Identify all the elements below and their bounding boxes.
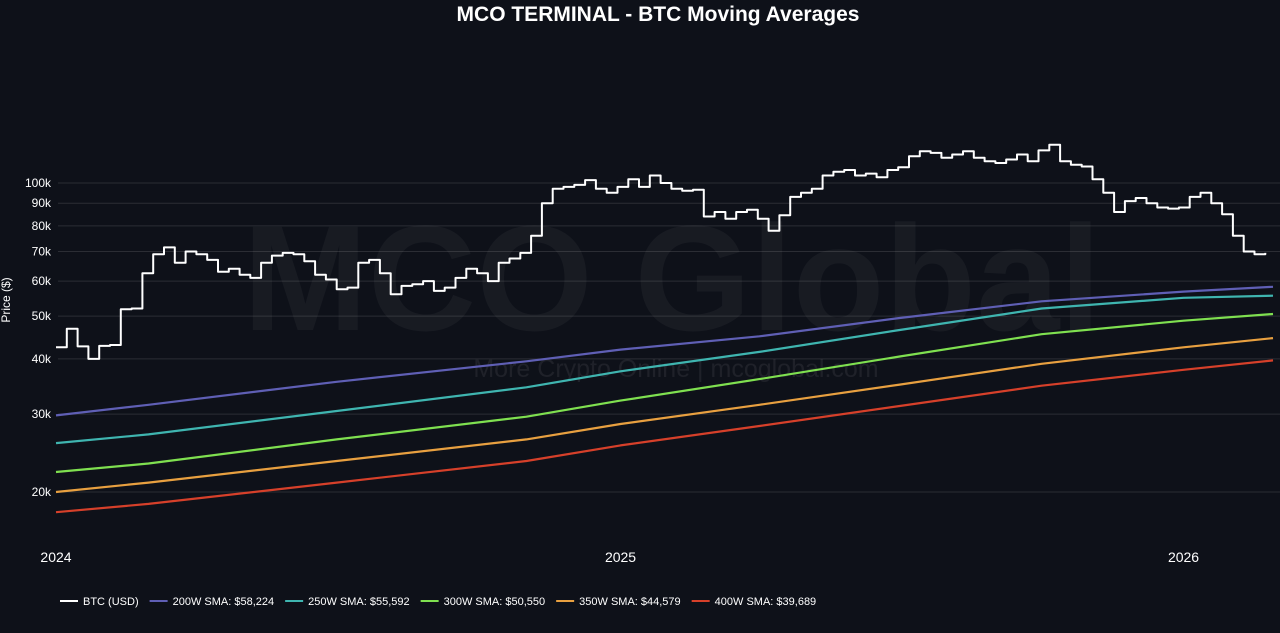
y-tick-label: 20k xyxy=(32,485,52,499)
watermark-main: MCO Global xyxy=(243,194,1101,362)
y-tick-label: 30k xyxy=(32,407,52,421)
legend-item-250w-sma[interactable]: 250W SMA: $55,592 xyxy=(285,596,410,608)
y-axis-label: Price ($) xyxy=(0,277,13,322)
y-tick-label: 80k xyxy=(32,219,52,233)
legend-item-350w-sma[interactable]: 350W SMA: $44,579 xyxy=(556,596,681,608)
y-tick-label: 70k xyxy=(32,244,52,258)
y-tick-label: 50k xyxy=(32,309,52,323)
legend-label: 400W SMA: $39,689 xyxy=(715,596,817,608)
legend-label: BTC (USD) xyxy=(83,596,139,608)
series-line-200w-sma xyxy=(55,285,1274,417)
legend-label: 200W SMA: $58,224 xyxy=(173,596,275,608)
legend-label: 350W SMA: $44,579 xyxy=(579,596,681,608)
series-line-300w-sma xyxy=(55,312,1274,474)
legend-item-400w-sma[interactable]: 400W SMA: $39,689 xyxy=(691,596,817,608)
legend: BTC (USD) 200W SMA: $58,224 250W SMA: $55,… xyxy=(60,596,816,608)
y-axis-ticks: 20k 30k 40k 50k 60k 70k 80k 90k 100k xyxy=(25,176,52,499)
y-tick-label: 90k xyxy=(32,196,52,210)
y-tick-label: 100k xyxy=(25,176,52,190)
series-layer xyxy=(55,143,1274,514)
series-line-350w-sma xyxy=(55,337,1274,494)
x-tick-label: 2025 xyxy=(605,549,636,565)
legend-label: 300W SMA: $50,550 xyxy=(444,596,546,608)
y-tick-label: 40k xyxy=(32,352,52,366)
y-tick-label: 60k xyxy=(32,274,52,288)
series-line-btc-usd xyxy=(56,143,1267,360)
x-tick-label: 2024 xyxy=(40,549,71,565)
chart-title: MCO TERMINAL - BTC Moving Averages xyxy=(457,3,860,26)
series-line-250w-sma xyxy=(55,294,1274,445)
legend-item-200w-sma[interactable]: 200W SMA: $58,224 xyxy=(149,596,275,608)
x-axis-ticks: 2024 2025 2026 xyxy=(40,549,1199,565)
x-tick-label: 2026 xyxy=(1168,549,1199,565)
series-line-400w-sma xyxy=(55,359,1274,514)
legend-label: 250W SMA: $55,592 xyxy=(308,596,410,608)
legend-item-btc-usd[interactable]: BTC (USD) xyxy=(60,596,139,608)
legend-item-300w-sma[interactable]: 300W SMA: $50,550 xyxy=(420,596,546,608)
watermark: MCO Global More Crypto Online | mcogloba… xyxy=(243,194,1101,383)
